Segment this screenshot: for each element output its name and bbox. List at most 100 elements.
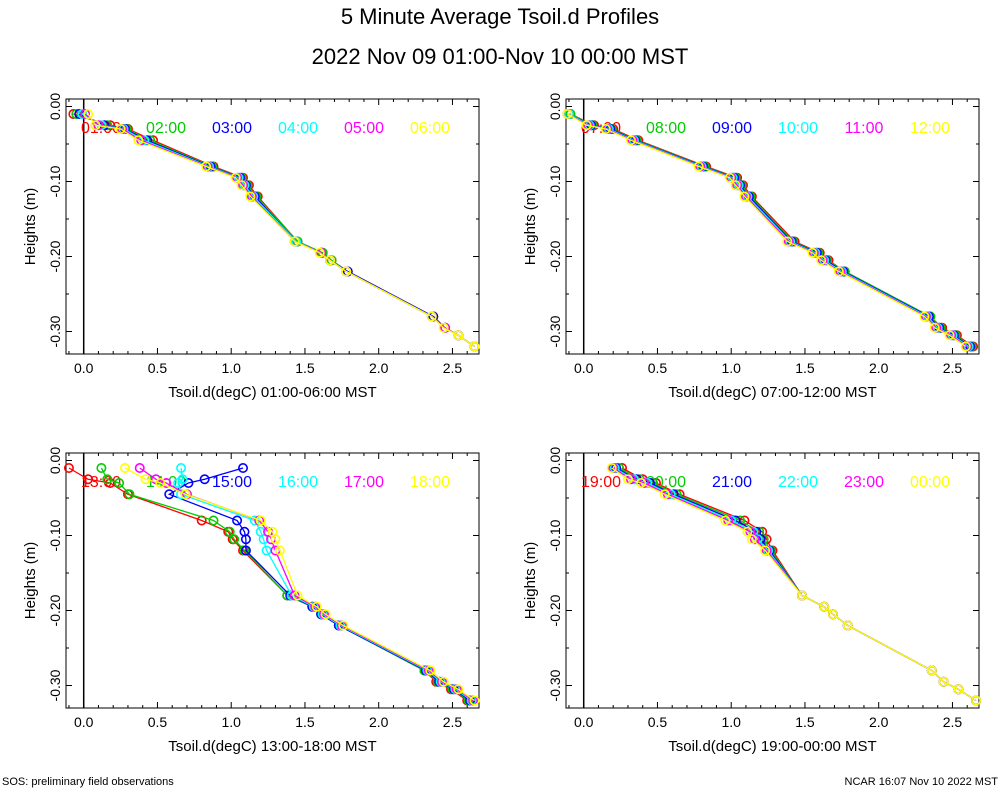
x-tick-label: 2.5: [443, 714, 463, 730]
data-point: [245, 191, 256, 202]
data-point: [83, 109, 94, 120]
footer-note: SOS: preliminary field observations: [2, 776, 174, 788]
series-1600: [173, 462, 477, 706]
legend-label: 18:00: [410, 474, 450, 491]
data-point: [155, 477, 166, 488]
chart-panel-3: 0.0 0.5 1.0 1.5 2.0 2.5 0.00 -0.10 -0.20 -0.30 Tso…: [22, 447, 480, 755]
data-point: [953, 684, 964, 695]
series-line: [568, 113, 971, 348]
data-point: [311, 601, 322, 612]
legend-label: 22:00: [778, 474, 818, 491]
x-tick-label: 0.0: [574, 360, 594, 376]
series-0400: [77, 109, 480, 352]
data-point: [63, 462, 74, 473]
series-line: [68, 467, 468, 702]
data-point: [562, 109, 573, 120]
data-point: [960, 341, 971, 352]
data-point: [224, 526, 235, 537]
data-point: [236, 180, 247, 191]
data-point: [258, 534, 269, 545]
data-point: [724, 172, 735, 183]
x-tick-label: 2.5: [943, 714, 963, 730]
series-1300: [63, 462, 473, 706]
data-point: [971, 695, 982, 706]
data-point: [819, 601, 830, 612]
data-point: [115, 124, 126, 135]
series-line: [139, 467, 474, 702]
y-tick-label: -0.10: [47, 519, 63, 551]
data-point: [438, 676, 449, 687]
data-point: [720, 515, 731, 526]
chart-panel-1: 0.0 0.5 1.0 1.5 2.0 2.5 0.00 -0.10 -0.20 -0.30 Tso…: [22, 93, 480, 401]
x-tick-label: 0.5: [648, 714, 668, 730]
series-2100: [611, 462, 982, 706]
data-point: [255, 515, 266, 526]
x-tick-label: 1.0: [221, 360, 241, 376]
series-line: [81, 113, 475, 348]
y-tick-label: -0.30: [547, 669, 563, 701]
data-point: [77, 109, 88, 120]
y-tick-label: -0.30: [47, 315, 63, 347]
data-point: [102, 474, 113, 485]
data-point: [426, 311, 437, 322]
data-point: [124, 489, 135, 500]
data-point: [161, 477, 172, 488]
data-point: [438, 322, 449, 333]
data-point: [180, 489, 191, 500]
data-point: [469, 695, 480, 706]
legend-label: 10:00: [778, 120, 818, 137]
x-tick-label: 2.0: [869, 360, 889, 376]
data-point: [289, 236, 300, 247]
series-line: [124, 467, 475, 702]
data-point: [90, 120, 101, 131]
data-point: [742, 526, 753, 537]
page-title: 5 Minute Average Tsoil.d Profiles: [340, 4, 660, 29]
data-point: [238, 462, 249, 473]
data-point: [120, 462, 131, 473]
data-point: [636, 477, 647, 488]
x-tick-label: 1.0: [221, 714, 241, 730]
series-line: [567, 113, 967, 348]
legend-label: 09:00: [712, 120, 752, 137]
x-tick-label: 0.0: [74, 714, 94, 730]
x-tick-label: 2.0: [369, 714, 389, 730]
series-line: [568, 113, 970, 348]
data-point: [240, 534, 251, 545]
y-tick-label: 0.00: [547, 93, 563, 120]
series-line: [87, 113, 475, 348]
x-tick-label: 1.5: [295, 360, 315, 376]
y-tick-label: 0.00: [547, 447, 563, 474]
data-point: [341, 266, 352, 277]
y-tick-label: -0.30: [47, 669, 63, 701]
data-point: [693, 161, 704, 172]
data-point: [93, 120, 104, 131]
data-point: [425, 665, 436, 676]
legend-label: 17:00: [344, 474, 384, 491]
series-1100: [562, 109, 973, 352]
data-point: [83, 474, 94, 485]
series-0200: [71, 109, 480, 352]
y-tick-label: -0.20: [547, 240, 563, 272]
data-point: [833, 266, 844, 277]
legend-label: 21:00: [712, 474, 752, 491]
data-point: [739, 191, 750, 202]
data-point: [292, 590, 303, 601]
data-point: [606, 462, 617, 473]
data-point: [134, 462, 145, 473]
legend-label: 23:00: [844, 474, 884, 491]
y-tick-label: -0.10: [547, 519, 563, 551]
plot-frame: [65, 452, 480, 709]
x-tick-label: 0.0: [74, 360, 94, 376]
x-tick-label: 2.5: [443, 360, 463, 376]
y-tick-label: -0.20: [47, 594, 63, 626]
data-point: [96, 462, 107, 473]
data-point: [270, 534, 281, 545]
series-line: [73, 113, 475, 348]
data-point: [229, 534, 240, 545]
data-point: [659, 489, 670, 500]
series-line: [567, 113, 968, 348]
x-tick-label: 0.5: [148, 360, 168, 376]
series-0900: [563, 109, 976, 352]
data-point: [164, 489, 175, 500]
